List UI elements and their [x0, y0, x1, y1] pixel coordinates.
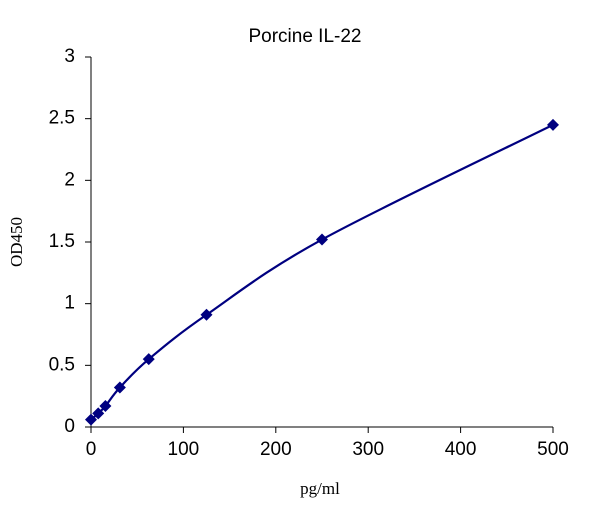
data-point: [200, 308, 213, 321]
x-tick-label: 500: [537, 439, 569, 460]
data-point: [99, 400, 112, 413]
x-tick-label: 400: [445, 439, 477, 460]
data-point: [113, 381, 126, 394]
data-point: [92, 407, 105, 420]
y-tick-label: 1: [64, 293, 75, 314]
x-axis-label: pg/ml: [300, 479, 340, 498]
y-axis-label: OD450: [7, 217, 26, 267]
x-tick-label: 0: [86, 439, 97, 460]
y-tick-label: 0: [64, 416, 75, 437]
x-tick-label: 300: [352, 439, 384, 460]
y-tick-label: 0.5: [49, 354, 75, 375]
chart-title: Porcine IL-22: [248, 26, 361, 47]
data-point: [547, 118, 559, 131]
data-point: [85, 413, 97, 426]
y-tick-label: 2: [64, 169, 75, 190]
x-tick-label: 100: [168, 439, 200, 460]
x-tick-label: 200: [260, 439, 292, 460]
data-point: [142, 353, 155, 366]
y-tick-label: 2.5: [49, 108, 75, 129]
fit-line: [90, 123, 554, 421]
data-point: [316, 233, 328, 246]
y-tick-label: 1.5: [49, 231, 75, 252]
y-tick-label: 3: [64, 46, 75, 67]
